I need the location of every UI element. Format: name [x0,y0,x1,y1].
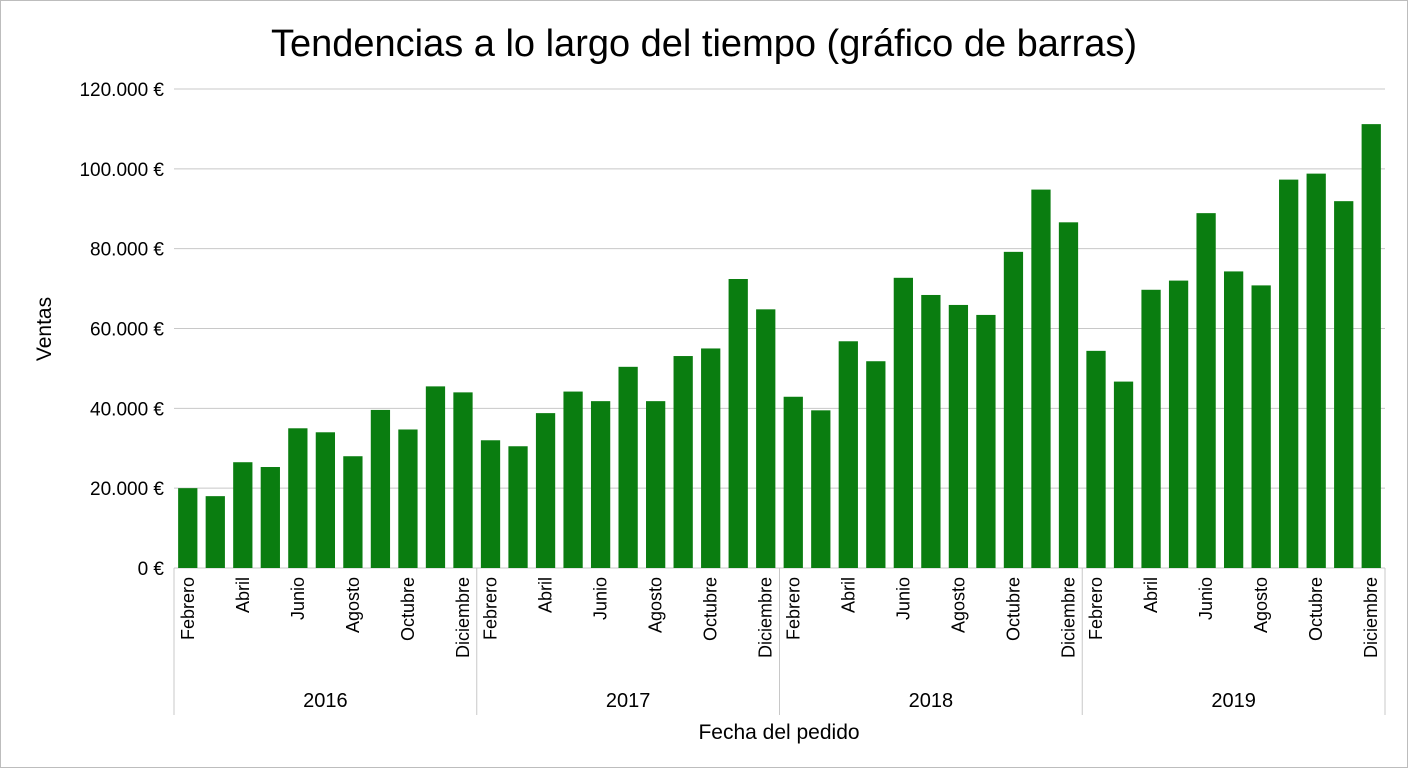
bar [480,440,501,568]
x-tick-label: Agosto [343,577,363,633]
bar [1223,271,1244,568]
bar [535,413,556,568]
bar [233,462,253,568]
bars [178,124,1381,569]
x-tick-label: Diciembre [1058,577,1078,658]
bar [976,314,996,568]
x-tick-label: Febrero [178,577,198,640]
bar [1168,280,1189,568]
y-axis-title: Ventas [33,297,56,361]
year-label: 2017 [606,690,651,712]
bar [866,361,886,568]
y-axis-ticks: 0 € 20.000 € 40.000 € 60.000 € 80.000 € 100.0… [79,80,164,580]
x-tick-label: Junio [591,577,611,620]
y-tick-label: 80.000 € [90,240,164,261]
x-tick-label: Junio [288,577,308,620]
bar [1196,213,1216,568]
bar [590,401,611,568]
bar [701,348,721,568]
x-tick-label: Diciembre [453,577,473,658]
bar [783,396,803,568]
bar [811,410,831,568]
bar [1306,173,1326,568]
x-tick-label: Abril [233,577,253,613]
chart-title: Tendencias a lo largo del tiempo (gráfic… [271,23,1137,65]
bar [508,446,528,568]
x-axis-title: Fecha del pedido [698,721,859,744]
bar [756,309,776,568]
year-groups: 2016 2017 2018 2019 [173,568,1386,715]
x-tick-label: Agosto [1251,577,1271,633]
x-tick-label: Agosto [948,577,968,633]
year-label: 2018 [909,690,954,712]
bar [1003,251,1024,569]
x-tick-label: Diciembre [1361,577,1381,658]
bar [398,429,418,568]
bar [921,294,941,568]
bar [425,386,446,568]
x-axis-ticks: Febrero Abril Junio Agosto Octubre Diciembre F… [178,577,1381,658]
bar [370,409,391,568]
x-tick-label: Junio [893,577,913,620]
bar [288,428,308,568]
bar [1334,201,1354,568]
bar [673,356,693,568]
bar [948,304,969,568]
bar [1141,289,1161,568]
bar [315,432,336,568]
x-tick-label: Junio [1196,577,1216,620]
y-tick-label: 40.000 € [90,399,164,420]
bar [838,341,858,568]
x-tick-label: Febrero [783,577,803,640]
bar [1086,350,1106,568]
x-tick-label: Febrero [481,577,501,640]
bar [260,467,280,568]
x-tick-label: Abril [1141,577,1161,613]
year-label: 2019 [1211,690,1256,712]
bar [343,456,363,568]
y-tick-label: 20.000 € [90,479,164,500]
bar [1058,222,1079,569]
x-tick-label: Octubre [1306,577,1326,641]
bar [1031,189,1051,568]
bar [178,488,198,568]
y-tick-label: 100.000 € [79,160,164,181]
bar [453,392,473,568]
y-tick-label: 0 € [138,559,165,580]
bar [205,496,225,568]
bar [618,366,638,568]
bar [1279,179,1299,568]
y-tick-label: 120.000 € [79,80,164,101]
bar [646,401,666,568]
x-tick-label: Agosto [646,577,666,633]
y-tick-label: 60.000 € [90,320,164,341]
bar [893,277,913,568]
x-tick-label: Abril [838,577,858,613]
year-label: 2016 [303,690,348,712]
bar [1361,124,1381,569]
x-tick-label: Febrero [1086,577,1106,640]
bar [1113,381,1134,568]
x-tick-label: Abril [536,577,556,613]
x-tick-label: Octubre [701,577,721,641]
bar [1251,285,1271,568]
bar [728,279,748,568]
x-tick-label: Octubre [398,577,418,641]
bar [563,391,583,568]
x-tick-label: Diciembre [756,577,776,658]
x-tick-label: Octubre [1003,577,1023,641]
